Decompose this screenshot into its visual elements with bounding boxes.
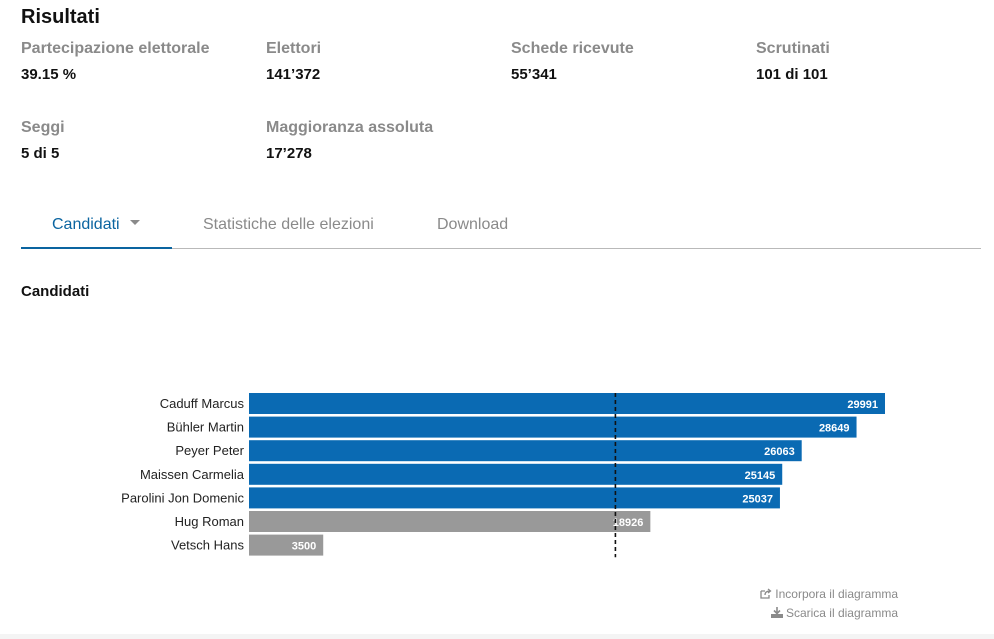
tab-label: Download [437, 216, 509, 233]
candidate-label: Peyer Peter [175, 443, 244, 458]
stat-label: Seggi [21, 119, 65, 136]
embed-chart-label: Incorpora il diagramma [775, 587, 898, 601]
candidate-label: Bühler Martin [167, 420, 244, 435]
caret-down-icon [129, 220, 140, 226]
tab-label: Statistiche delle elezioni [203, 216, 374, 233]
download-chart-link[interactable]: Scarica il diagramma [760, 606, 898, 620]
stat-counted: Scrutinati 101 di 101 [756, 40, 830, 83]
candidate-label: Hug Roman [175, 514, 244, 529]
stat-value: 5 di 5 [21, 145, 60, 162]
section-title: Candidati [21, 283, 90, 300]
stat-value: 55’341 [511, 66, 557, 83]
page-title: Risultati [21, 6, 100, 28]
value-label: 25037 [742, 493, 773, 505]
embed-chart-link[interactable]: Incorpora il diagramma [760, 587, 898, 601]
value-label: 28649 [819, 423, 850, 435]
tab-statistiche[interactable]: Statistiche delle elezioni [203, 204, 374, 249]
candidate-label: Maissen Carmelia [140, 467, 245, 482]
value-label: 18926 [613, 517, 644, 529]
value-label: 26063 [764, 446, 795, 458]
stat-voters: Elettori 141’372 [266, 40, 321, 83]
bar-2 [249, 440, 802, 462]
bar-3 [249, 463, 783, 485]
stat-value: 39.15 % [21, 66, 77, 83]
candidates-bar-chart: Caduff Marcus 29991 Bühler Martin 28649 Peye… [121, 393, 885, 558]
stat-value: 101 di 101 [756, 66, 828, 83]
tab-candidati[interactable]: Candidati [21, 204, 172, 249]
stat-absolute-majority: Maggioranza assoluta 17’278 [266, 119, 433, 162]
bar-4 [249, 487, 780, 509]
tab-label: Candidati [52, 216, 120, 233]
download-chart-label: Scarica il diagramma [785, 606, 898, 620]
candidate-label: Vetsch Hans [171, 538, 244, 553]
stat-turnout: Partecipazione elettorale 39.15 % [21, 40, 210, 83]
download-icon [770, 607, 783, 618]
value-label: 25145 [745, 470, 776, 482]
value-label: 29991 [847, 399, 878, 411]
stat-ballots: Schede ricevute 55’341 [511, 40, 634, 83]
stat-label: Elettori [266, 40, 322, 57]
candidate-label: Parolini Jon Domenic [121, 490, 244, 505]
candidate-label: Caduff Marcus [160, 396, 245, 411]
stat-label: Schede ricevute [511, 40, 634, 57]
footer-divider [0, 634, 994, 639]
stat-value: 17’278 [266, 145, 312, 162]
share-icon [760, 588, 772, 599]
stat-label: Maggioranza assoluta [266, 119, 434, 136]
tab-bar: Candidati Statistiche delle elezioni Dow… [21, 204, 981, 249]
chart-actions: Incorpora il diagramma Scarica il diagra… [760, 587, 898, 625]
stat-label: Partecipazione elettorale [21, 40, 210, 57]
value-label: 3500 [292, 541, 316, 553]
bar-0 [249, 393, 885, 414]
stat-value: 141’372 [266, 66, 321, 83]
stat-seats: Seggi 5 di 5 [21, 119, 65, 162]
stat-label: Scrutinati [756, 40, 830, 57]
tab-download[interactable]: Download [437, 204, 508, 249]
bar-6 [249, 534, 324, 556]
bar-1 [249, 416, 857, 438]
bar-5 [249, 511, 651, 532]
